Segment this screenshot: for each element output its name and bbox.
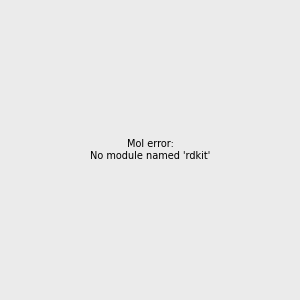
Text: Mol error:
No module named 'rdkit': Mol error: No module named 'rdkit' <box>90 139 210 161</box>
